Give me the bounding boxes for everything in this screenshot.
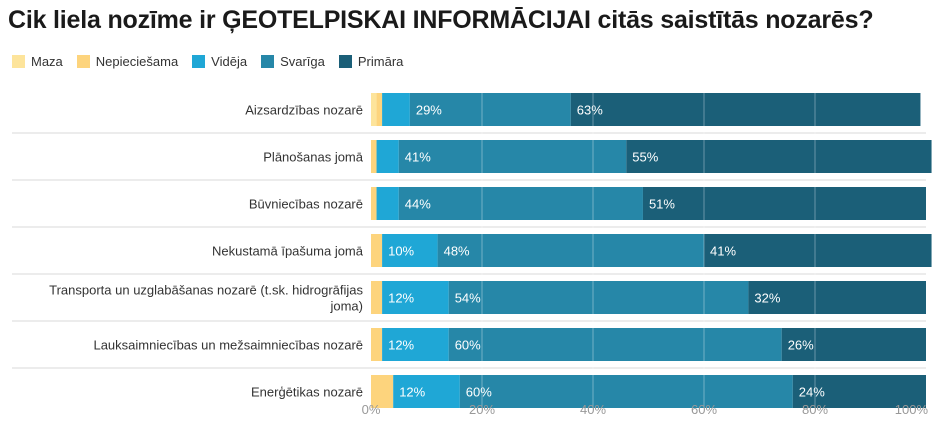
data-label: 29%	[416, 103, 442, 118]
bar-segment-videja	[382, 328, 449, 361]
data-label: 54%	[455, 291, 481, 306]
legend-label-videja: Vidēja	[211, 53, 248, 69]
legend-item-svariga: Svarīga	[261, 54, 325, 69]
data-label: 12%	[388, 291, 414, 306]
legend-item-primara: Primāra	[338, 53, 404, 69]
x-tick-label: 0%	[362, 402, 381, 417]
bar-segment-videja	[382, 281, 449, 314]
legend-swatch-videja	[192, 54, 206, 68]
legend-swatch-nepieciesama	[76, 54, 90, 68]
bar-segment-svariga	[448, 328, 782, 361]
legend-swatch-maza	[12, 54, 25, 68]
bar-segment-primara	[704, 234, 932, 267]
x-tick-label: 20%	[469, 402, 495, 417]
bar-segment-primara	[570, 93, 921, 126]
legend-label-primara: Primāra	[357, 53, 404, 69]
category-label: Plānošanas jomā	[263, 150, 363, 165]
bar-segment-primara	[792, 375, 926, 408]
category-label: Enerģētikas nozarē	[251, 385, 363, 400]
x-tick-label: 60%	[691, 402, 717, 417]
category-label: Lauksaimniecības un mežsaimniecības noza…	[93, 338, 363, 353]
data-label: 32%	[754, 291, 780, 306]
bar-segment-nepieciesama	[371, 375, 394, 408]
category-label: Transporta un uzglabāšanas nozarē (t.sk.…	[49, 283, 363, 314]
bar-segment-nepieciesama	[371, 281, 383, 314]
bar-segment-maza	[371, 93, 377, 126]
legend-label-nepieciesama: Nepieciešama	[95, 53, 179, 69]
data-label: 26%	[788, 338, 814, 353]
legend: Maza Nepieciešama Vidēja Svarīga Primāra	[12, 52, 417, 70]
bar-segment-svariga	[409, 93, 571, 126]
bar-segment-nepieciesama	[371, 234, 383, 267]
bar-segment-primara	[642, 187, 926, 220]
bar-segment-primara	[748, 281, 926, 314]
bar-segment-svariga	[437, 234, 704, 267]
bar-segment-svariga	[398, 140, 627, 173]
data-label: 60%	[455, 338, 481, 353]
bar-segment-videja	[393, 375, 460, 408]
data-label: 51%	[649, 197, 675, 212]
data-label: 10%	[388, 244, 414, 259]
legend-item-videja: Vidēja	[192, 54, 247, 69]
data-label: 63%	[577, 103, 603, 118]
bar-segment-nepieciesama	[371, 328, 383, 361]
bar-segment-svariga	[459, 375, 793, 408]
legend-label-svariga: Svarīga	[280, 53, 325, 69]
bar-segment-svariga	[398, 187, 643, 220]
legend-swatch-svariga	[261, 54, 275, 68]
data-label: 24%	[799, 385, 825, 400]
data-label: 41%	[710, 244, 736, 259]
chart-title: Cik liela nozīme ir ĢEOTELPISKAI INFORMĀ…	[8, 6, 874, 34]
category-label: Aizsardzības nozarē	[245, 103, 363, 118]
legend-item-nepieciesama: Nepieciešama	[76, 53, 179, 69]
bar-segment-nepieciesama	[376, 93, 383, 126]
bar-segment-videja	[382, 93, 410, 126]
data-label: 48%	[444, 244, 470, 259]
bar-segment-videja	[376, 187, 399, 220]
data-label: 41%	[405, 150, 431, 165]
legend-item-maza: Maza	[12, 54, 63, 69]
category-label: Būvniecības nozarē	[249, 197, 363, 212]
data-label: 55%	[632, 150, 658, 165]
bar-segment-videja	[376, 140, 399, 173]
bar-segment-primara	[626, 140, 932, 173]
legend-label-maza: Maza	[31, 53, 63, 69]
bar-segment-nepieciesama	[371, 187, 377, 220]
x-tick-label: 80%	[802, 402, 828, 417]
x-tick-label: 40%	[580, 402, 606, 417]
data-label: 44%	[405, 197, 431, 212]
data-label: 12%	[399, 385, 425, 400]
data-label: 60%	[466, 385, 492, 400]
data-label: 12%	[388, 338, 414, 353]
bar-segment-primara	[781, 328, 926, 361]
category-label: Nekustamā īpašuma jomā	[212, 244, 364, 259]
bar-segment-svariga	[448, 281, 749, 314]
bar-segment-videja	[382, 234, 438, 267]
bar-segment-nepieciesama	[371, 140, 377, 173]
x-tick-label: 100%	[895, 402, 929, 417]
legend-swatch-primara	[338, 54, 352, 68]
